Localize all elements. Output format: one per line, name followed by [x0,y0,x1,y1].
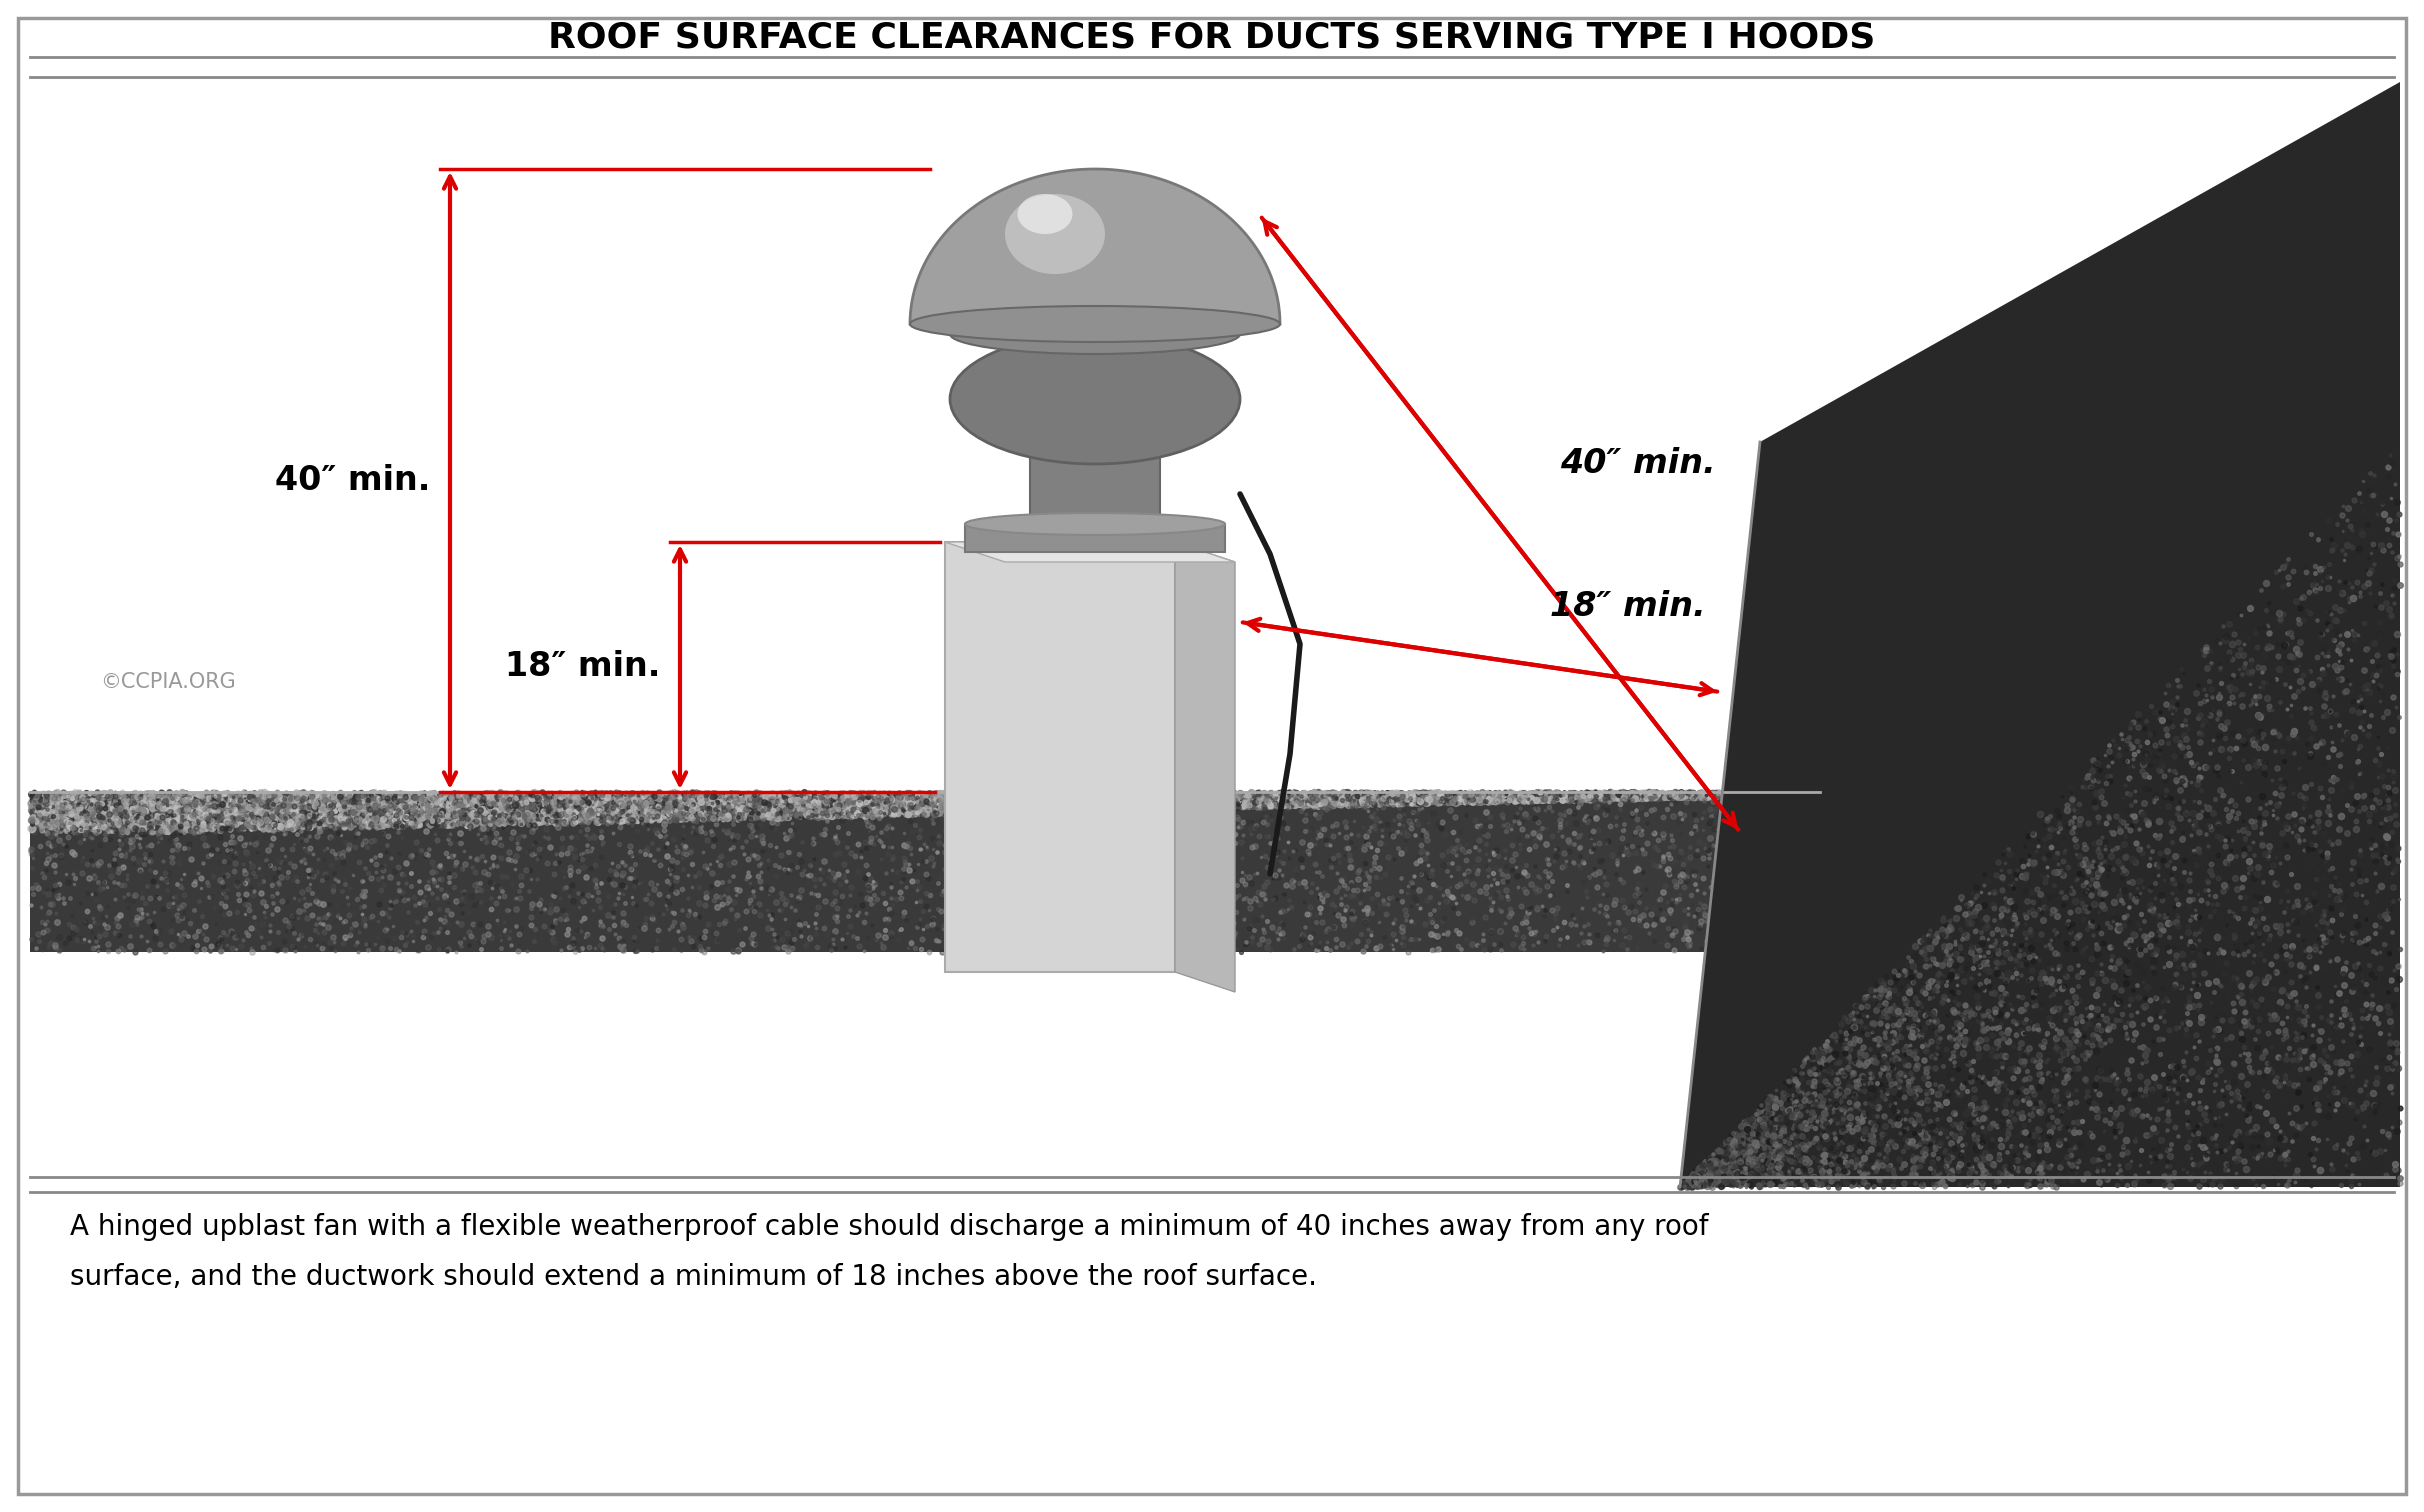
Text: A hinged upblast fan with a flexible weatherproof cable should discharge a minim: A hinged upblast fan with a flexible wea… [70,1213,1709,1241]
Ellipse shape [1006,194,1105,274]
Polygon shape [909,169,1280,324]
Ellipse shape [950,314,1241,354]
Text: 18″ min.: 18″ min. [504,650,659,683]
Polygon shape [1176,541,1234,992]
Polygon shape [945,541,1234,562]
Text: surface, and the ductwork should extend a minimum of 18 inches above the roof su: surface, and the ductwork should extend … [70,1263,1316,1291]
Polygon shape [29,792,1939,832]
Ellipse shape [909,305,1280,342]
Text: ROOF SURFACE CLEARANCES FOR DUCTS SERVING TYPE I HOODS: ROOF SURFACE CLEARANCES FOR DUCTS SERVIN… [548,21,1876,54]
Bar [965,525,1224,552]
Text: 40″ min.: 40″ min. [274,464,429,497]
Ellipse shape [965,513,1224,535]
Polygon shape [1820,792,1939,981]
Bar [29,82,1820,792]
Text: 40″ min.: 40″ min. [1561,448,1716,481]
Polygon shape [29,792,1820,953]
Polygon shape [1680,82,2400,1187]
Bar [945,541,1176,972]
Text: 18″ min.: 18″ min. [1549,591,1706,623]
Bar [1030,445,1161,525]
Ellipse shape [950,334,1241,464]
Ellipse shape [1030,434,1161,454]
Text: ©CCPIA.ORG: ©CCPIA.ORG [99,671,235,692]
Ellipse shape [1018,194,1071,234]
